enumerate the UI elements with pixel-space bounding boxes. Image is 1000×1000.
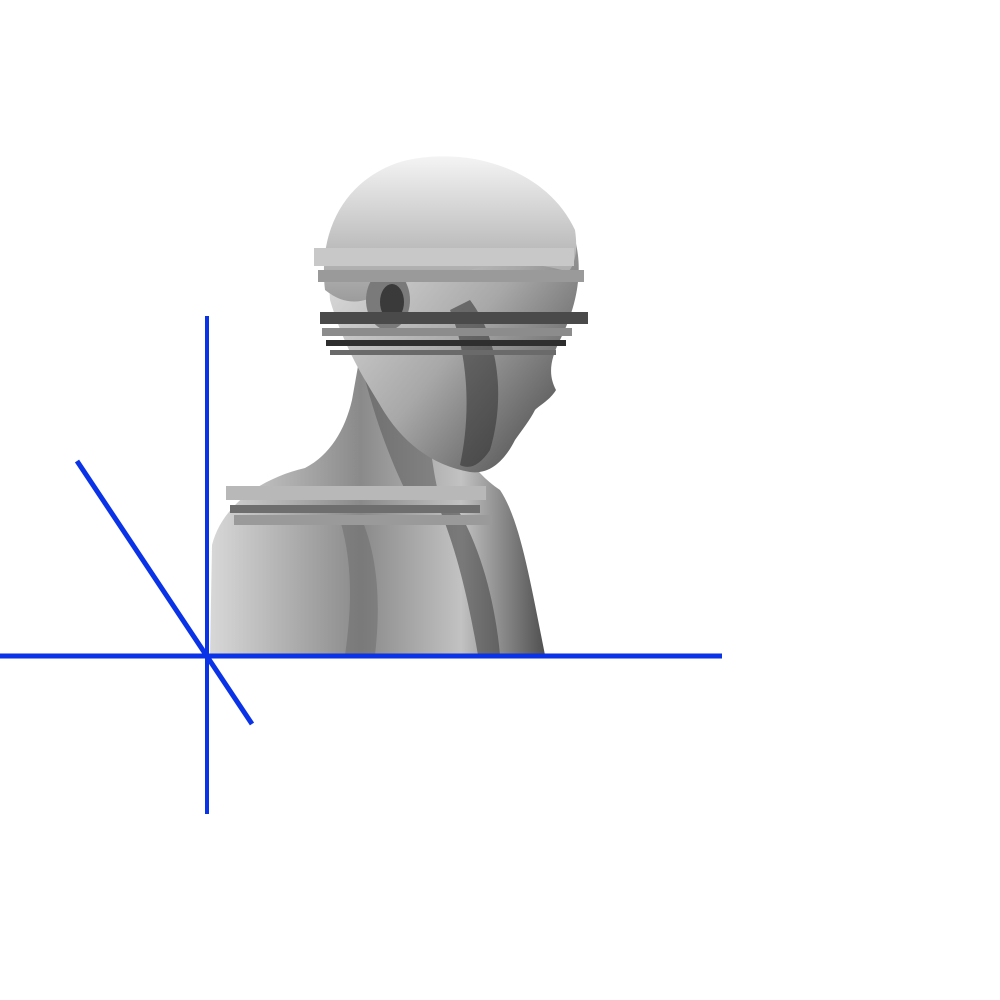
diagonal-line [74,459,255,726]
glitch-bands-shoulders [226,486,492,525]
accent-lines [0,316,722,814]
statue-bust [210,156,588,655]
statue-ear-inner [380,284,404,320]
statue-chest-shadow [440,505,500,655]
glitch-bands-head [314,248,588,355]
statue-arm-shadow [340,515,378,655]
